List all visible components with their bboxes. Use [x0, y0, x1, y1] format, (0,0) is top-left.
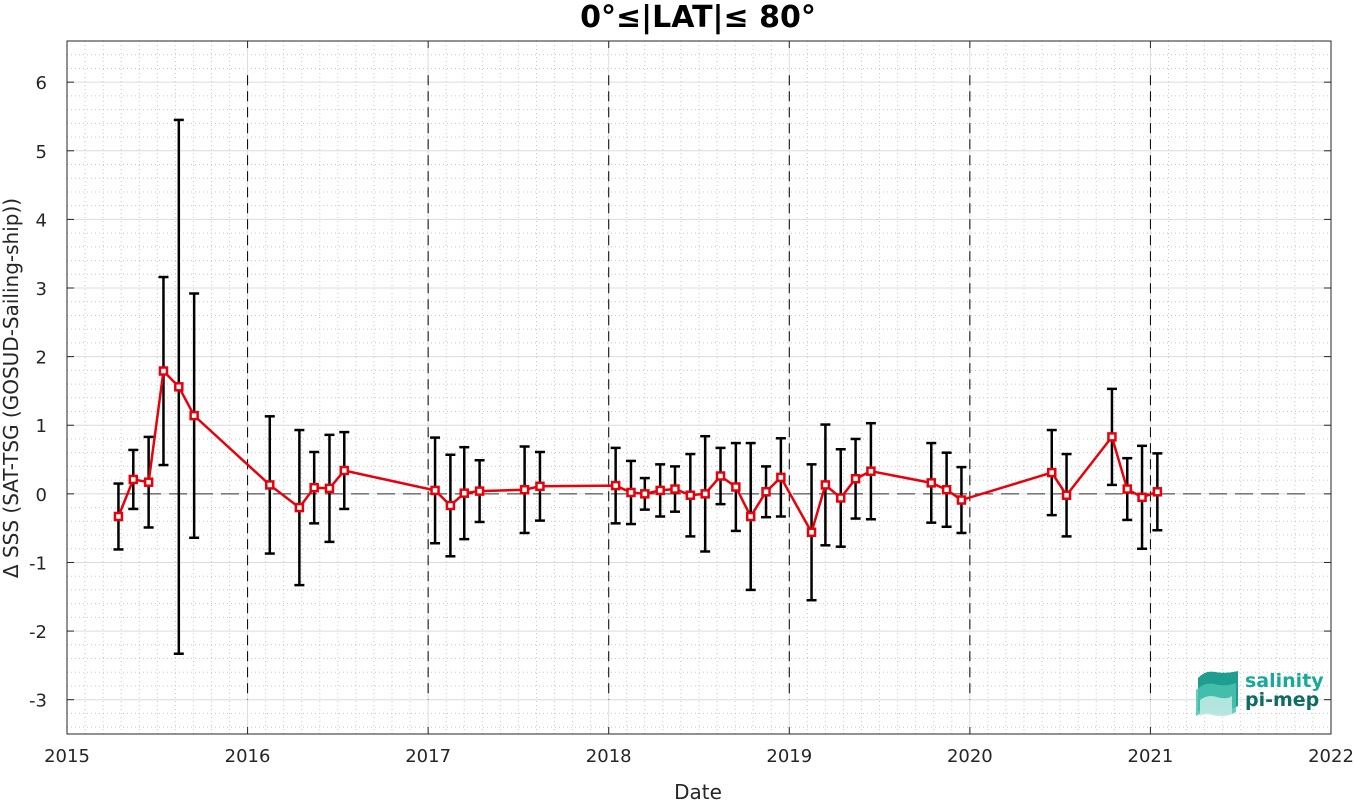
data-point [700, 489, 710, 499]
x-tick-label: 2015 [44, 746, 90, 767]
data-point [113, 511, 124, 522]
data-point [806, 527, 817, 538]
y-tick-label: 4 [36, 210, 47, 231]
series-markers [113, 366, 1163, 538]
data-point [731, 482, 741, 492]
data-point [294, 502, 305, 513]
data-point [956, 495, 967, 505]
data-point [1107, 432, 1117, 442]
data-point [1047, 467, 1057, 478]
plot-frame [66, 40, 1332, 735]
data-point [474, 486, 485, 496]
y-tick-label: 3 [36, 279, 47, 300]
data-point [610, 480, 621, 491]
data-point [430, 485, 440, 496]
y-tick-labels: -3 -2 -1 0 1 2 3 4 5 6 [29, 73, 47, 712]
data-point [655, 485, 665, 496]
data-point [1122, 484, 1132, 494]
data-point [761, 487, 771, 497]
y-tick-label: 1 [36, 416, 47, 437]
x-tick-label: 2017 [405, 746, 451, 767]
data-point [850, 474, 861, 484]
data-point [866, 466, 876, 476]
data-point [143, 477, 154, 487]
data-point [670, 484, 680, 494]
data-point [1061, 490, 1072, 500]
logo-text-pi-mep: pi-mep [1245, 689, 1319, 711]
data-point [926, 478, 937, 488]
data-point [158, 366, 169, 376]
x-axis-label: Date [674, 780, 722, 801]
salinity-pi-mep-logo: salinity pi-mep [1196, 670, 1324, 717]
data-point [941, 484, 952, 495]
data-point [715, 471, 726, 481]
y-tick-label: -2 [29, 622, 47, 643]
data-point [1152, 487, 1163, 497]
data-point [324, 483, 335, 494]
data-point [640, 489, 650, 499]
x-tick-labels: 2015 2016 2017 2018 2019 2020 2021 2022 [44, 746, 1354, 767]
x-tick-label: 2019 [766, 746, 812, 767]
x-tick-label: 2016 [225, 746, 271, 767]
x-tick-label: 2022 [1308, 746, 1354, 767]
logo-icon [1196, 671, 1238, 717]
y-axis-label: Δ SSS (SAT-TSG (GOSUD-Sailing-ship)) [0, 198, 23, 578]
year-divider-lines [247, 75, 1151, 700]
chart-title: 0°≤|LAT|≤ 80° [580, 0, 816, 35]
data-point [820, 480, 831, 490]
data-point [519, 484, 530, 495]
data-point [174, 382, 184, 392]
data-point [835, 493, 846, 503]
data-point [745, 511, 756, 522]
data-point [685, 490, 696, 500]
y-tick-label: 0 [36, 485, 47, 506]
data-point [265, 480, 275, 490]
data-point [189, 410, 199, 421]
data-point [1137, 492, 1147, 503]
x-tick-label: 2018 [586, 746, 632, 767]
y-tick-label: 6 [36, 73, 47, 94]
data-point [339, 465, 350, 476]
y-tick-label: -3 [29, 691, 47, 712]
data-point [309, 482, 319, 493]
data-point [459, 488, 470, 498]
y-tick-label: 2 [36, 348, 47, 369]
data-point [445, 500, 456, 511]
data-point [128, 474, 139, 485]
data-point [776, 472, 786, 483]
data-point [535, 481, 545, 492]
data-point [626, 487, 636, 498]
x-tick-label: 2020 [947, 746, 993, 767]
y-tick-label: -1 [29, 553, 47, 574]
x-tick-label: 2021 [1128, 746, 1174, 767]
axis-ticks [66, 41, 1332, 734]
y-tick-label: 5 [36, 142, 47, 163]
logo-text-salinity: salinity [1245, 670, 1324, 692]
